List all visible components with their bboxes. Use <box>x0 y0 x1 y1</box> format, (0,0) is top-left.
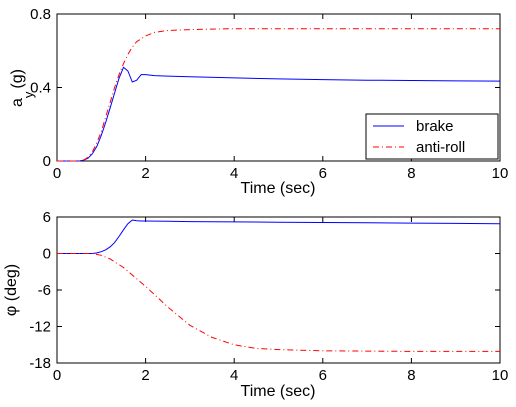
top-ytick-label: 0.8 <box>30 6 51 23</box>
top-xtick-label: 8 <box>407 165 415 182</box>
bottom-ytick-label: 6 <box>43 209 51 226</box>
bottom-ytick-label: -18 <box>29 355 51 372</box>
top-axis-ticks: 0 2 4 6 8 10 0 0.4 0.8 <box>30 6 508 182</box>
legend-box <box>365 113 499 160</box>
bottom-xtick-label: 4 <box>230 367 238 384</box>
bottom-ylabel: φ (deg) <box>3 264 20 316</box>
top-panel: 0 2 4 6 8 10 0 0.4 0.8 Time (sec) ay (g) brake an… <box>9 6 508 197</box>
bottom-series-group <box>57 219 501 352</box>
top-series-brake-line <box>57 66 501 162</box>
bottom-ytick-label: -6 <box>38 282 51 299</box>
top-xtick-label: 2 <box>141 165 149 182</box>
bottom-xtick-label: 2 <box>141 367 149 384</box>
bottom-plot-frame <box>56 216 501 364</box>
top-ylabel-sub: y <box>21 91 36 98</box>
top-series-group <box>57 28 501 162</box>
bottom-xtick-label: 10 <box>492 367 509 384</box>
bottom-xtick-label: 8 <box>407 367 415 384</box>
bottom-xtick-label: 6 <box>319 367 327 384</box>
bottom-panel: 0 2 4 6 8 10 -18 -12 -6 0 6 Time (sec) φ (deg) <box>3 209 508 400</box>
top-ylabel-unit: (g) <box>9 69 26 89</box>
top-ytick-label: 0 <box>43 153 51 170</box>
top-series-antiroll-line <box>57 28 500 162</box>
bottom-axis-ticks: 0 2 4 6 8 10 -18 -12 -6 0 6 <box>29 209 508 384</box>
legend-antiroll-label: anti-roll <box>416 139 465 156</box>
top-xtick-label: 4 <box>230 165 238 182</box>
top-xlabel: Time (sec) <box>241 180 316 197</box>
bottom-ytick-label: 0 <box>43 246 51 263</box>
top-ytick-label: 0.4 <box>30 80 51 97</box>
top-xtick-label: 10 <box>492 165 509 182</box>
svg-text:ay(g): ay (g) <box>9 69 36 107</box>
bottom-series-solid-line <box>57 219 501 254</box>
bottom-xlabel: Time (sec) <box>241 383 316 400</box>
legend: brake anti-roll <box>365 113 499 160</box>
top-xtick-label: 0 <box>53 165 61 182</box>
top-ylabel-main: a <box>9 98 26 107</box>
bottom-xtick-label: 0 <box>53 367 61 384</box>
top-xtick-label: 6 <box>319 165 327 182</box>
top-ylabel: ay (g) <box>9 69 36 107</box>
bottom-ytick-label: -12 <box>29 319 51 336</box>
bottom-series-dashdot-line <box>57 253 500 352</box>
legend-brake-label: brake <box>416 118 454 135</box>
